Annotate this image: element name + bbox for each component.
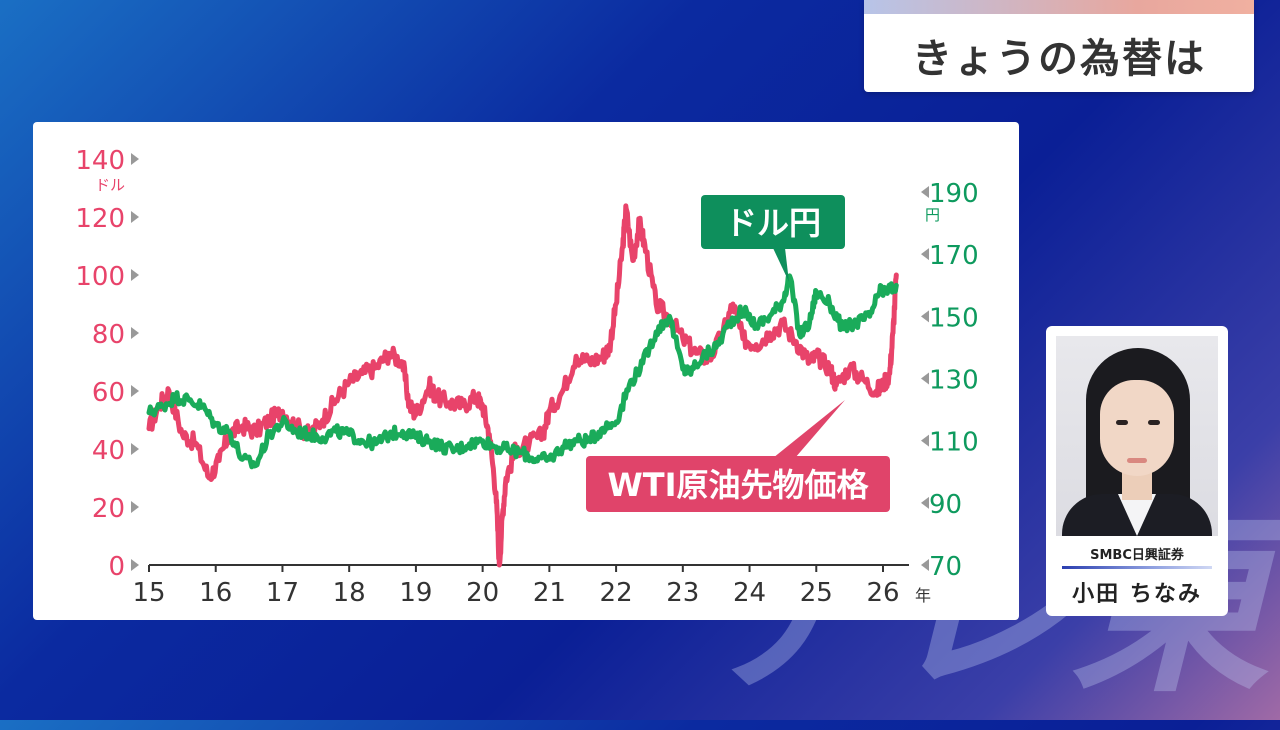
left-tick-arrow <box>131 501 139 513</box>
left-tick-label: 100 <box>75 262 125 292</box>
wti-label-pointer <box>773 400 845 458</box>
right-tick-arrow <box>921 559 929 571</box>
name-underline <box>1062 566 1212 569</box>
x-tick-label: 26 <box>866 578 899 608</box>
commentator-card: SMBC日興証券 小田 ちなみ <box>1046 326 1228 616</box>
right-tick-label: 170 <box>929 241 979 271</box>
right-tick-label: 110 <box>929 428 979 458</box>
wti-label: WTI原油先物価格 <box>607 466 869 504</box>
chart-svg: 15 16 17 18 19 20 21 22 23 24 25 26 年 0 20 40 60 80 100 120… <box>75 146 979 608</box>
left-tick-arrow <box>131 443 139 455</box>
series-line-wti <box>146 203 899 568</box>
usdjpy-label: ドル円 <box>725 204 821 242</box>
right-tick-label: 90 <box>929 490 962 520</box>
wti-label-box <box>586 456 890 512</box>
left-tick-label: 20 <box>92 494 125 524</box>
right-tick-arrow <box>921 372 929 385</box>
left-tick-arrow <box>131 327 139 339</box>
x-tick-label: 24 <box>733 578 766 608</box>
right-tick-label: 190 <box>929 179 979 209</box>
right-tick-arrow <box>921 186 929 198</box>
x-tick-label: 17 <box>266 578 299 608</box>
x-tick-label: 23 <box>666 578 699 608</box>
commentator-company: SMBC日興証券 <box>1090 548 1184 563</box>
left-tick-label: 140 <box>75 146 125 176</box>
left-tick-label: 0 <box>108 552 125 582</box>
left-tick-arrow <box>131 559 139 571</box>
title-stripe <box>864 0 1254 14</box>
title-banner: きょうの為替は <box>864 0 1254 92</box>
right-tick-label: 130 <box>929 366 979 396</box>
series-line-usdjpy <box>146 273 899 470</box>
left-tick-arrow <box>131 385 139 397</box>
commentator-name: 小田 ちなみ <box>1072 582 1202 607</box>
page-title: きょうの為替は <box>912 36 1206 82</box>
right-axis-unit: 円 <box>925 206 940 224</box>
left-tick-arrow <box>131 153 139 165</box>
x-tick-label: 18 <box>333 578 366 608</box>
x-tick-label: 19 <box>399 578 432 608</box>
right-tick-arrow <box>921 248 929 261</box>
left-tick-label: 120 <box>75 204 125 234</box>
x-tick-label: 15 <box>132 578 165 608</box>
right-tick-label: 150 <box>929 303 979 333</box>
left-tick-arrow <box>131 269 139 281</box>
x-tick-label: 22 <box>600 578 633 608</box>
usdjpy-label-pointer <box>773 248 789 282</box>
x-tick-label: 20 <box>466 578 499 608</box>
x-tick-label: 16 <box>199 578 232 608</box>
left-tick-arrow <box>131 211 139 223</box>
right-tick-label: 70 <box>929 552 962 582</box>
chart-panel: 15 16 17 18 19 20 21 22 23 24 25 26 年 0 20 40 60 80 100 120… <box>33 122 1019 620</box>
left-axis-unit: ドル <box>95 176 125 194</box>
left-tick-label: 40 <box>92 436 125 466</box>
commentator-photo <box>1056 336 1218 536</box>
left-tick-label: 80 <box>92 320 125 350</box>
x-tick-label: 21 <box>533 578 566 608</box>
left-tick-label: 60 <box>92 378 125 408</box>
x-tick-label: 25 <box>800 578 833 608</box>
x-unit-label: 年 <box>915 586 931 605</box>
right-tick-arrow <box>921 310 929 323</box>
right-tick-arrow <box>921 434 929 447</box>
usdjpy-label-box <box>701 195 845 249</box>
right-tick-arrow <box>921 496 929 509</box>
